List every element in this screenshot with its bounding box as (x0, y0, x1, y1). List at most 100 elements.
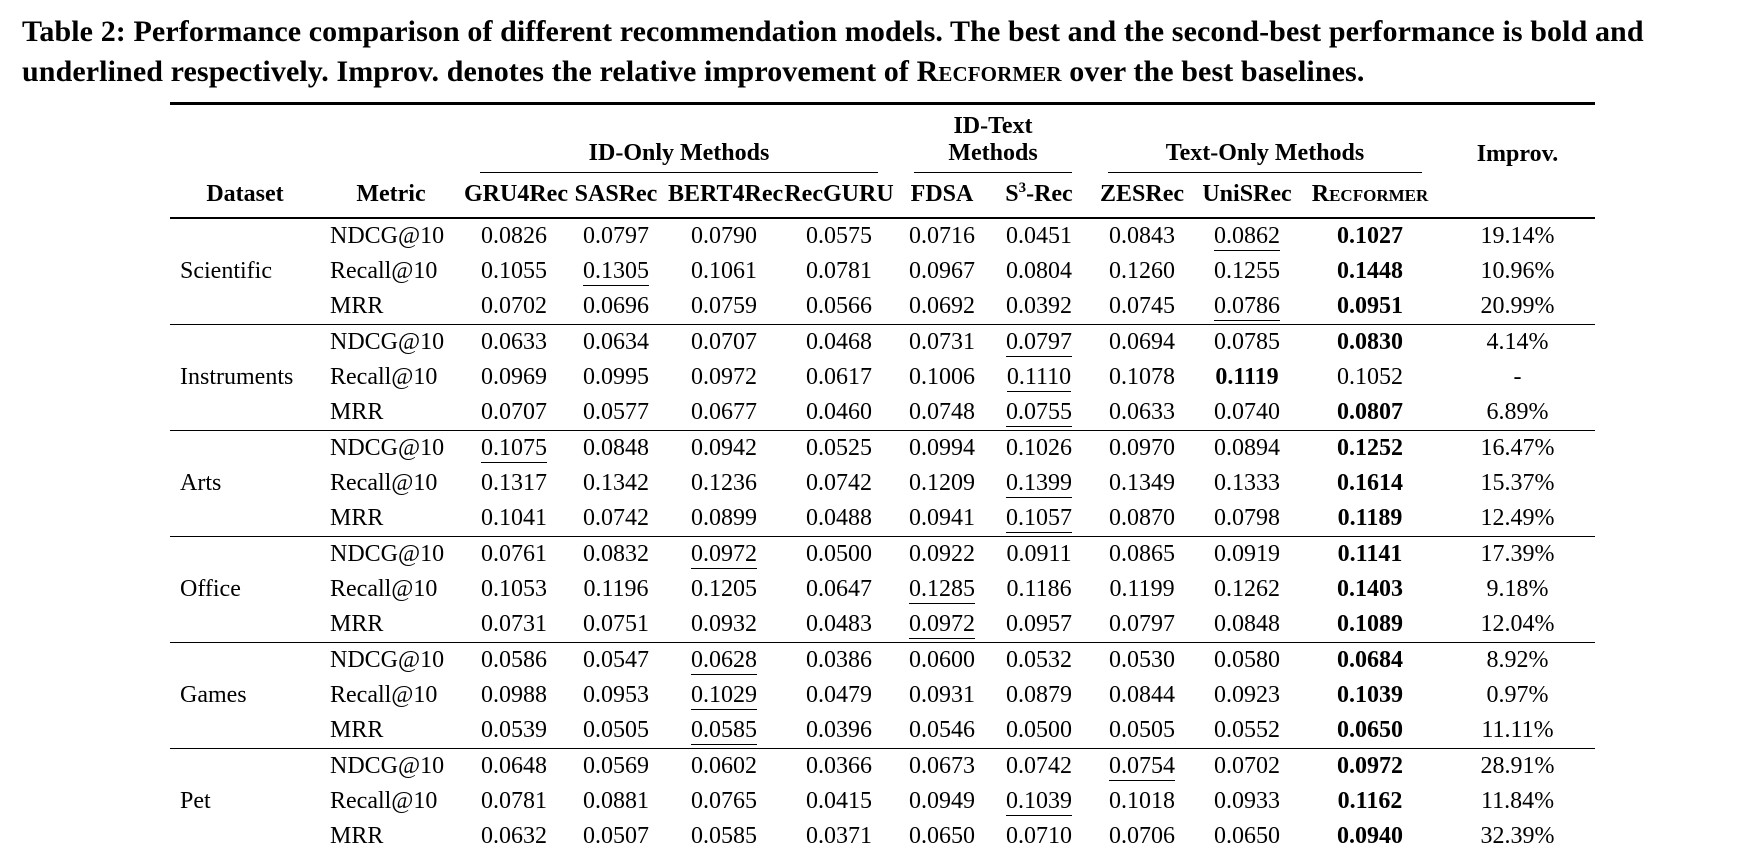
value-cell: 0.0972 (691, 364, 757, 390)
value-cell: 0.0865 (1090, 536, 1195, 572)
value-cell: 0.0628 (666, 642, 782, 678)
improv-cell: 11.84% (1480, 788, 1555, 814)
value-cell: 0.1061 (691, 258, 757, 284)
table-row: MRR 0.1041 0.0742 0.0899 0.0488 0.0941 0.1057 0… (170, 501, 1595, 537)
best-value: 0.0972 (1337, 753, 1404, 779)
value-cell: 0.1075 (462, 430, 566, 466)
value-cell: 0.0505 (1109, 717, 1176, 743)
group-header-id-text-label: ID-Text Methods (914, 113, 1073, 173)
table-row: MRR 0.0702 0.0696 0.0759 0.0566 0.0692 0.0392 0… (170, 289, 1595, 325)
value-cell: 0.0586 (462, 642, 566, 678)
best-value: 0.1252 (1337, 435, 1404, 461)
value-cell: 0.0702 (1194, 748, 1301, 784)
value-cell: 0.1039 (988, 784, 1090, 819)
column-header-recformer: Recformer (1311, 181, 1429, 207)
value-cell: 0.1260 (1109, 258, 1176, 284)
value-cell: 0.0386 (782, 642, 896, 678)
value-cell: 0.0500 (1006, 717, 1072, 743)
table-row: Recall@10 0.1317 0.1342 0.1236 0.0742 0.1209 0… (170, 466, 1595, 501)
group-header-text-only: Text-Only Methods (1090, 104, 1440, 173)
second-best-value: 0.0755 (1006, 399, 1072, 427)
best-value: 0.0951 (1337, 293, 1404, 319)
value-cell: 0.0949 (909, 788, 975, 814)
value-cell: 0.0673 (896, 748, 988, 784)
value-cell: 0.1018 (1109, 788, 1176, 814)
value-cell: 0.0790 (666, 217, 782, 254)
improv-cell: 20.99% (1480, 293, 1555, 319)
value-cell: 0.0844 (1109, 682, 1176, 708)
value-cell: 0.0415 (806, 788, 872, 814)
value-cell: 0.0798 (1214, 505, 1281, 531)
metric-label: NDCG@10 (320, 430, 462, 466)
improv-cell: 8.92% (1440, 642, 1596, 678)
value-cell: 0.0972 (896, 607, 988, 643)
value-cell: 0.1196 (583, 576, 649, 602)
value-cell: 0.1089 (1300, 607, 1440, 643)
caption-text-end: over the best baselines. (1061, 55, 1365, 88)
value-cell: 0.0843 (1090, 217, 1195, 254)
value-cell: 0.1349 (1109, 470, 1176, 496)
second-best-value: 0.0862 (1214, 223, 1281, 251)
value-cell: 0.0740 (1214, 399, 1281, 425)
second-best-value: 0.1305 (583, 258, 649, 286)
value-cell: 0.1039 (1300, 678, 1440, 713)
value-cell: 0.0848 (1214, 611, 1281, 637)
value-cell: 0.0648 (462, 748, 566, 784)
column-header-metric: Metric (356, 181, 426, 207)
value-cell: 0.0988 (481, 682, 547, 708)
metric-label: MRR (330, 399, 384, 425)
value-cell: 0.0530 (1090, 642, 1195, 678)
best-value: 0.0807 (1337, 399, 1404, 425)
second-best-value: 0.1029 (691, 682, 757, 710)
value-cell: 0.0807 (1300, 395, 1440, 431)
value-cell: 0.0532 (988, 642, 1091, 678)
caption-text: Table 2: Performance comparison of diffe… (22, 15, 1644, 88)
value-cell: 0.0953 (583, 682, 649, 708)
column-header-fdsa: FDSA (910, 181, 974, 207)
table-row: Arts NDCG@10 0.1075 0.0848 0.0942 0.0525 0.099… (170, 430, 1596, 537)
metric-label: NDCG@10 (320, 536, 462, 572)
table-row: Recall@10 0.1055 0.1305 0.1061 0.0781 0.0967 0… (170, 254, 1595, 289)
value-cell: 0.1186 (1006, 576, 1072, 602)
best-value: 0.1403 (1337, 576, 1404, 602)
value-cell: 0.0684 (1300, 642, 1441, 678)
value-cell: 0.1027 (1300, 217, 1441, 254)
second-best-value: 0.0972 (691, 541, 757, 569)
second-best-value: 0.1110 (1006, 364, 1072, 392)
column-header-unisrec: UniSRec (1202, 181, 1292, 207)
second-best-value: 0.1285 (909, 576, 975, 604)
improv-cell: 11.11% (1481, 717, 1554, 743)
value-cell: 0.0972 (1300, 748, 1441, 784)
value-cell: 0.0479 (806, 682, 872, 708)
value-cell: 0.0862 (1194, 217, 1301, 254)
value-cell: 0.1262 (1214, 576, 1281, 602)
value-cell: 0.1255 (1214, 258, 1281, 284)
value-cell: 0.0970 (1090, 430, 1195, 466)
value-cell: 0.1141 (1300, 536, 1441, 572)
table-row: Recall@10 0.0988 0.0953 0.1029 0.0479 0.0931 0… (170, 678, 1595, 713)
value-cell: 0.1333 (1214, 470, 1281, 496)
best-value: 0.1141 (1337, 541, 1403, 567)
value-cell: 0.0826 (462, 217, 566, 254)
best-value: 0.1614 (1337, 470, 1404, 496)
value-cell: 0.0650 (1300, 713, 1440, 749)
value-cell: 0.0505 (583, 717, 649, 743)
value-cell: 0.0392 (1006, 293, 1072, 319)
value-cell: 0.0396 (806, 717, 872, 743)
value-cell: 0.0692 (909, 293, 975, 319)
value-cell: 0.0797 (566, 217, 666, 254)
metric-label: MRR (330, 823, 384, 844)
metric-label: Recall@10 (330, 788, 438, 814)
value-cell: 0.0995 (583, 364, 649, 390)
value-cell: 0.0677 (691, 399, 757, 425)
improv-cell: 17.39% (1440, 536, 1596, 572)
value-cell: 0.0617 (806, 364, 872, 390)
value-cell: 0.0650 (1214, 823, 1281, 844)
value-cell: 0.1026 (988, 430, 1091, 466)
value-cell: 0.0706 (1109, 823, 1176, 844)
value-cell: 0.0577 (583, 399, 649, 425)
column-header-improv: Improv. (1476, 140, 1559, 167)
value-cell: 0.0748 (909, 399, 975, 425)
metric-label: Recall@10 (330, 682, 438, 708)
metric-label: NDCG@10 (320, 748, 462, 784)
